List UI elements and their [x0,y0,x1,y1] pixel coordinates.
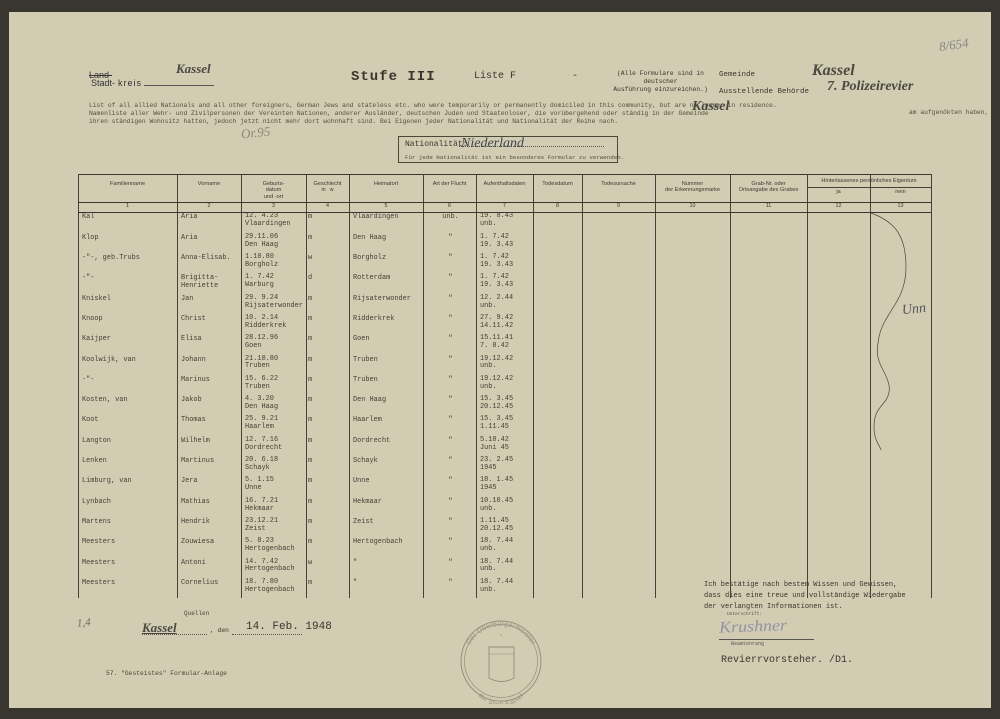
svg-text:*: * [500,634,502,640]
svg-text:der Stadt Kassel: der Stadt Kassel [477,692,525,704]
